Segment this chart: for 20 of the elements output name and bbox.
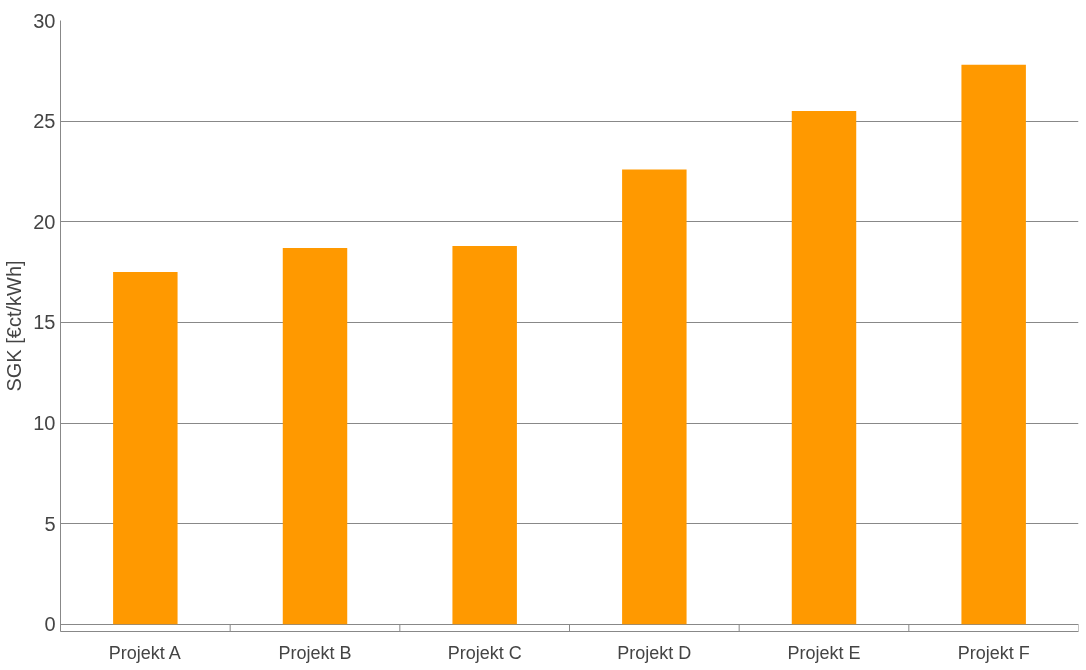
y-tick-label: 20 — [33, 210, 56, 233]
x-tick-label: Projekt D — [617, 642, 692, 663]
x-tick-label: Projekt B — [278, 642, 352, 663]
x-tick-label: Projekt F — [957, 642, 1030, 663]
y-tick-label: 15 — [33, 311, 56, 334]
y-tick-label: 10 — [33, 412, 56, 434]
y-tick-label: 5 — [44, 512, 56, 535]
bar — [961, 64, 1026, 625]
bar — [282, 247, 348, 625]
bar — [113, 272, 178, 625]
x-tick-label: Projekt C — [447, 642, 522, 663]
x-tick-label: Projekt E — [787, 642, 861, 663]
bar — [452, 245, 517, 625]
y-tick-label: 25 — [33, 110, 56, 133]
y-tick-label: 0 — [44, 613, 56, 636]
y-axis-title: SGK [€ct/kWh] — [3, 260, 26, 392]
bar — [791, 111, 857, 625]
x-tick-label: Projekt A — [108, 642, 181, 663]
y-tick-label: 30 — [33, 9, 56, 32]
bar — [622, 169, 687, 625]
